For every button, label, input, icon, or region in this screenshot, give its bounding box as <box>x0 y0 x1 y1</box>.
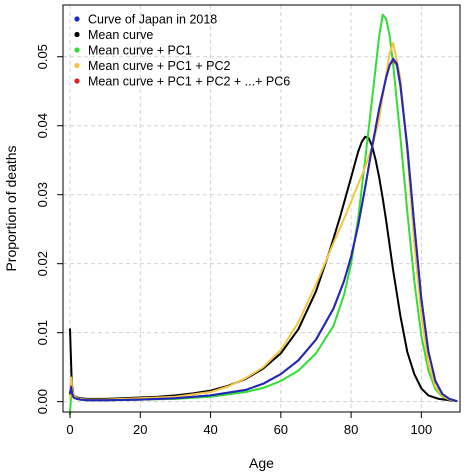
y-axis: 0.00 0.01 0.02 0.03 0.04 0.05 <box>35 44 63 414</box>
series-layer <box>69 13 458 416</box>
y-tick-label: 0.01 <box>35 320 50 345</box>
y-tick-label: 0.03 <box>35 182 50 207</box>
series-line-2 <box>69 41 458 402</box>
x-tick-label: 0 <box>66 422 73 437</box>
x-axis: 0 20 40 60 80 100 <box>66 412 432 437</box>
series-line-4 <box>69 57 458 402</box>
legend-entry-label: Mean curve <box>88 28 153 42</box>
legend-entry-label: Mean curve + PC1 + PC2 <box>88 59 230 73</box>
x-tick-label: 80 <box>344 422 358 437</box>
legend-entry-label: Curve of Japan in 2018 <box>88 13 217 27</box>
plot-frame <box>62 4 461 413</box>
legend-marker <box>74 62 80 69</box>
x-tick-label: 40 <box>203 422 217 437</box>
x-tick-label: 20 <box>133 422 147 437</box>
y-tick-label: 0.00 <box>35 389 50 414</box>
x-tick-label: 60 <box>274 422 288 437</box>
legend-entry-label: Mean curve + PC1 <box>88 44 192 58</box>
x-axis-label: Age <box>249 455 274 471</box>
y-tick-label: 0.05 <box>35 44 50 69</box>
grid <box>63 5 460 412</box>
legend-marker <box>74 16 80 22</box>
legend-marker <box>74 31 80 38</box>
x-tick-label: 100 <box>411 422 433 437</box>
y-tick-label: 0.04 <box>35 113 50 138</box>
legend-entry-label: Mean curve + PC1 + PC2 + ...+ PC6 <box>88 75 290 89</box>
series-line-0 <box>69 135 458 402</box>
y-axis-label: Proportion of deaths <box>3 145 19 271</box>
y-tick-label: 0.02 <box>35 251 50 276</box>
legend-marker <box>74 47 80 53</box>
legend-marker <box>74 78 80 84</box>
